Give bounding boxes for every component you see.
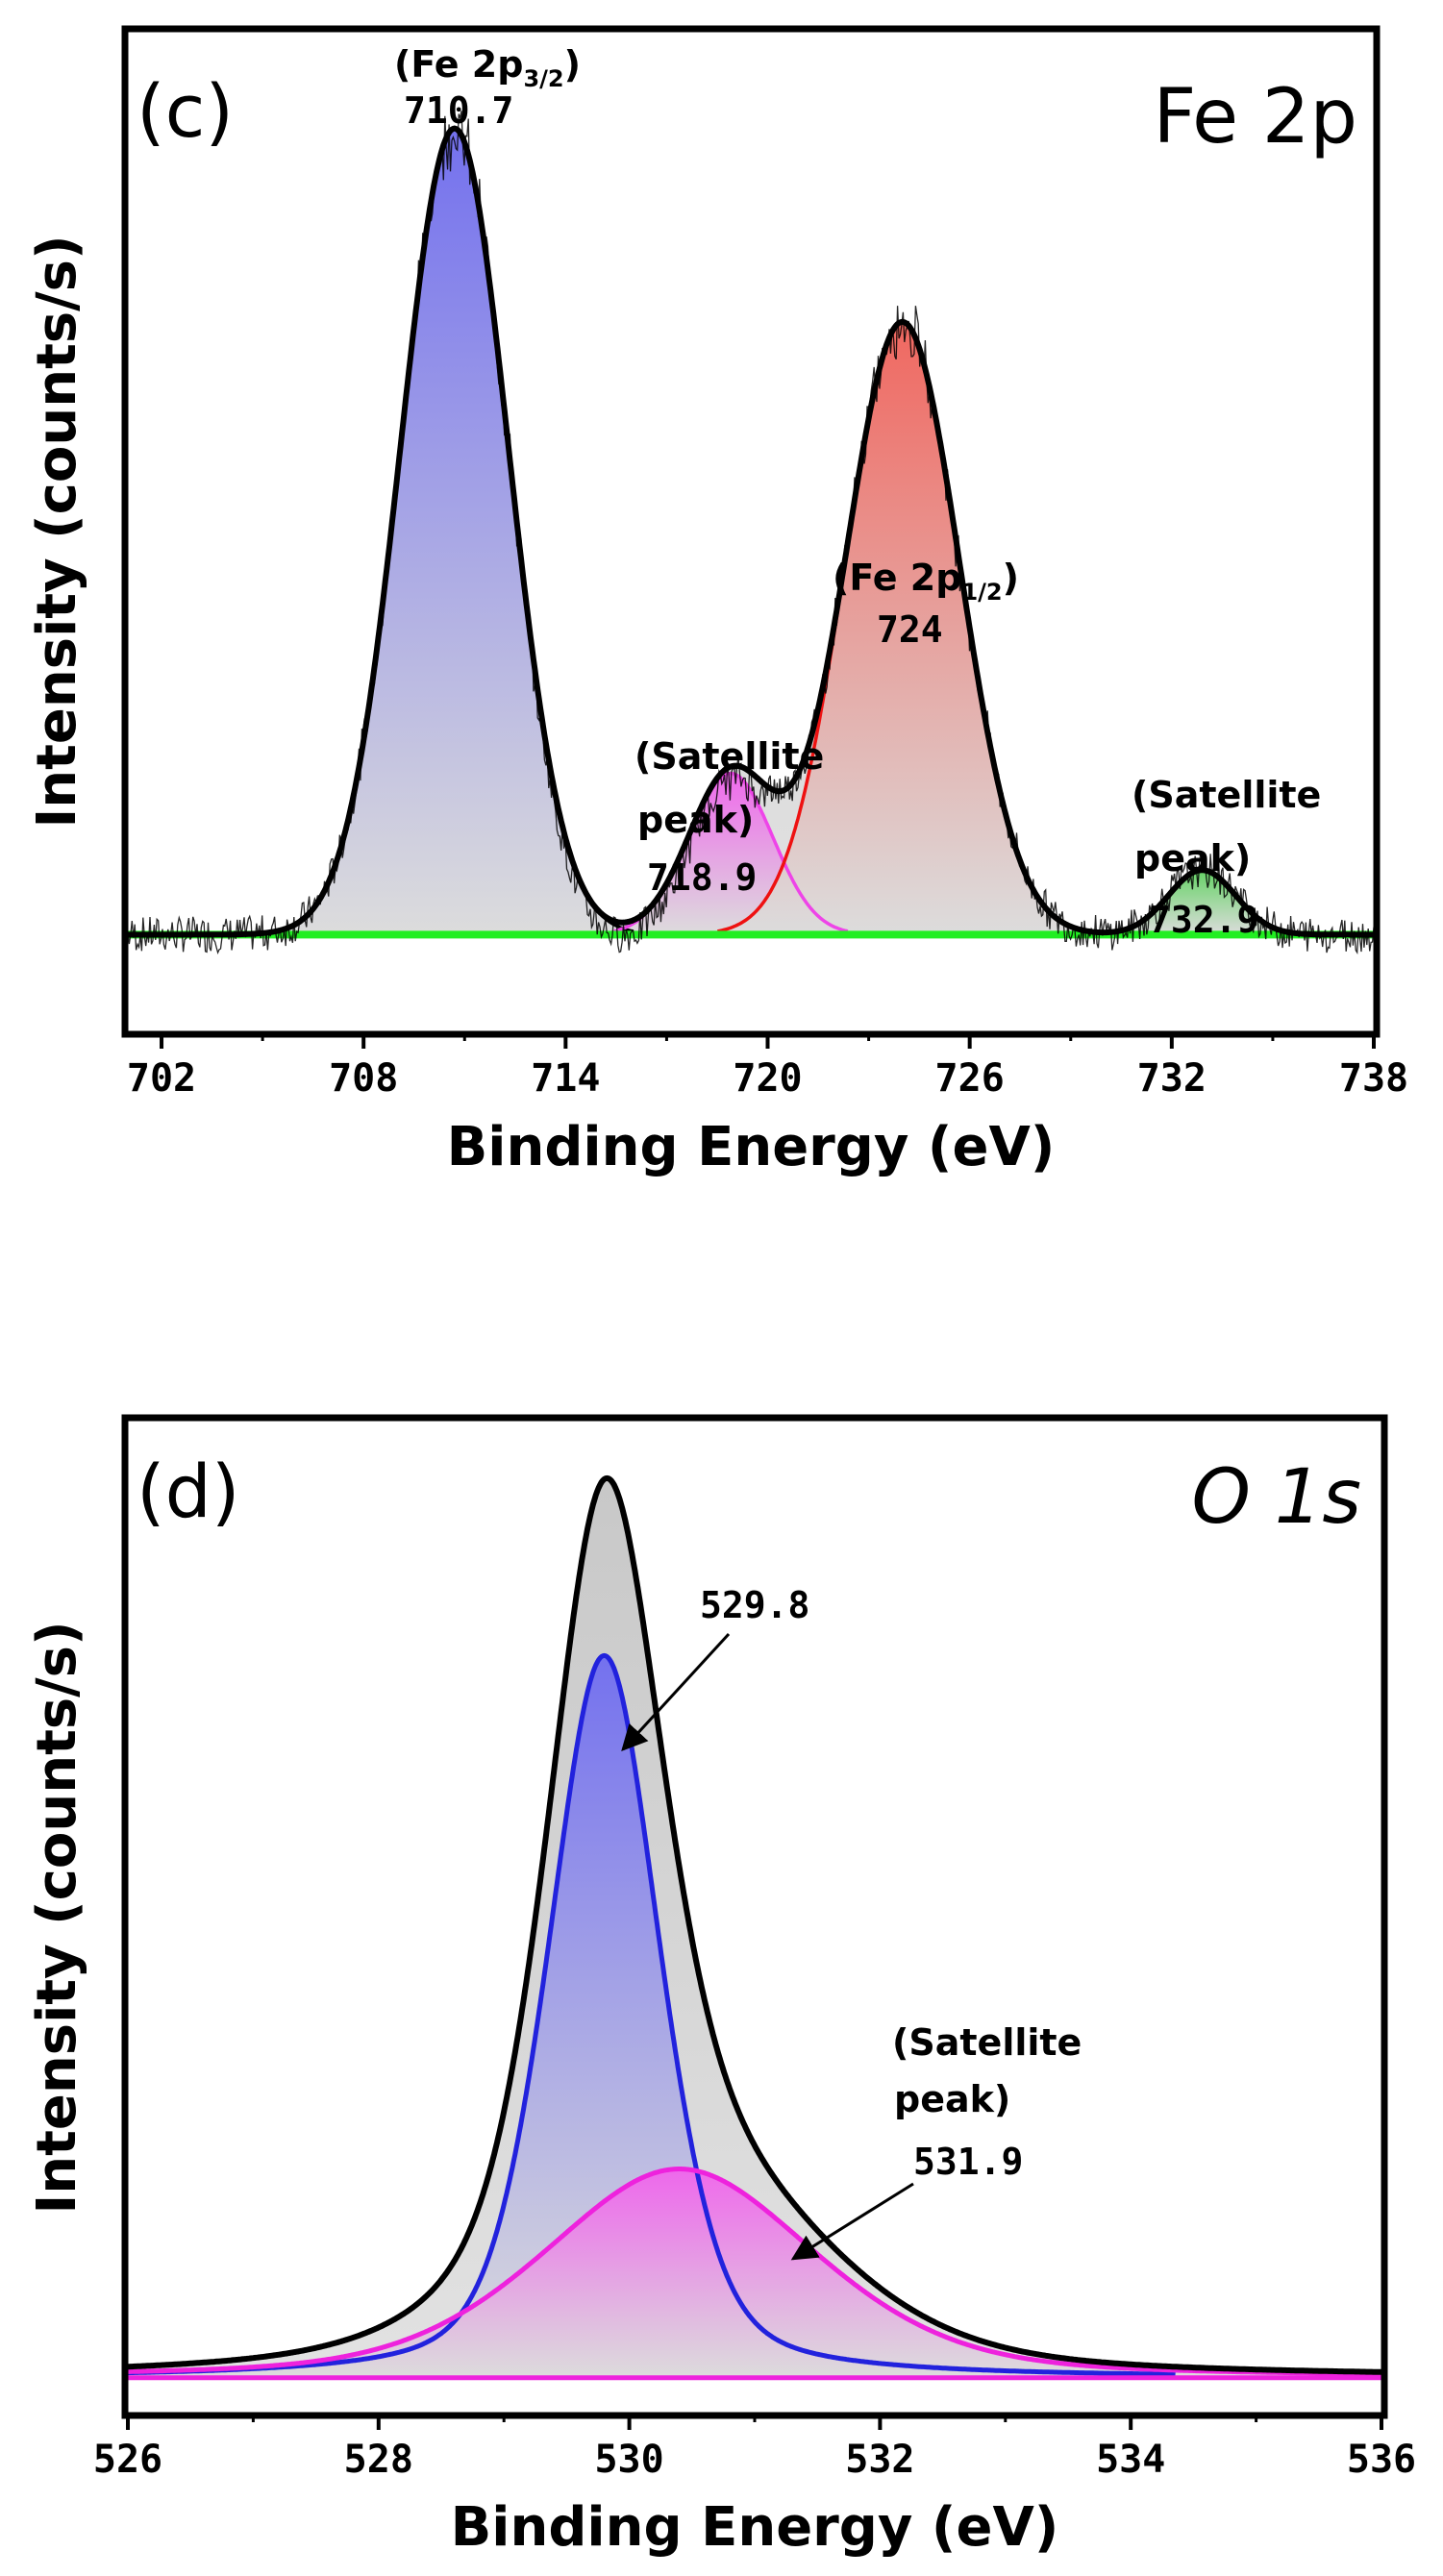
o1s-tick-label: 534: [1096, 2438, 1165, 2482]
o1s-panel-label: (d): [137, 1449, 240, 1534]
o1s-component-line-1: [128, 1652, 1176, 2377]
panel-d: 526 528 530 532 534 536 (d) O 1s Binding Ener…: [26, 1414, 1416, 2559]
fe2p-tick-label: 714: [531, 1056, 600, 1101]
fe2p12-label-sub: 1/2: [961, 579, 1002, 606]
fe2p-tick-label: 738: [1339, 1056, 1408, 1101]
fe2p-component-fill-4: [128, 870, 1374, 935]
o1s-envelope-fill: [128, 1477, 1381, 2378]
fe2p-frame: [121, 25, 1381, 1038]
fe-sat1-label-line2: peak): [637, 799, 754, 841]
o1s-sat-label-line1: (Satellite: [892, 2021, 1082, 2064]
fe2p-plot-area: [127, 111, 1375, 955]
o1s-tick-label: 532: [845, 2438, 914, 2482]
fe2p-x-ticks: 702 708 714 720 726 732 738: [127, 1031, 1408, 1101]
fe2p-tick-label: 708: [329, 1056, 398, 1101]
o1s-tick-label: 530: [594, 2438, 663, 2482]
o1s-element-label: O 1s: [1192, 1454, 1361, 1541]
fe-sat1-value: 718.9: [647, 856, 757, 899]
fe2p32-label: (Fe 2p3/2): [394, 43, 581, 92]
o1s-x-ticks: 526 528 530 532 534 536: [93, 2413, 1416, 2482]
o1s-sat-label-line2: peak): [894, 2078, 1010, 2120]
fe2p12-label-close: ): [1003, 557, 1019, 599]
fe2p-y-axis-title: Intensity (counts/s): [26, 235, 88, 828]
fe-sat2-label-line2: peak): [1134, 837, 1251, 879]
o1s-main-arrow: [621, 1632, 731, 1751]
fe-sat2-label-line1: (Satellite: [1132, 774, 1321, 816]
o1s-sat-arrow: [790, 2182, 914, 2261]
fe2p-component-fill-1: [128, 128, 1374, 935]
o1s-main-value: 529.8: [700, 1584, 809, 1626]
fe-sat1-label-line1: (Satellite: [634, 735, 824, 778]
fe2p-panel-label: (c): [137, 68, 234, 154]
panel-c: 702 708 714 720 726 732 738 (c) Fe 2p Binding …: [26, 25, 1408, 1178]
fe2p-component-fill-2: [128, 773, 1374, 935]
o1s-envelope-line: [128, 1474, 1381, 2375]
fe2p-tick-label: 720: [733, 1056, 802, 1101]
fe2p-tick-label: 732: [1137, 1056, 1207, 1101]
fe2p12-label: (Fe 2p1/2): [833, 557, 1019, 606]
fe2p-tick-label: 702: [127, 1056, 196, 1101]
fe-sat2-value: 732.9: [1149, 899, 1258, 941]
o1s-y-axis-title: Intensity (counts/s): [26, 1621, 88, 2214]
o1s-tick-label: 526: [93, 2438, 162, 2482]
o1s-x-axis-title: Binding Energy (eV): [451, 2496, 1059, 2559]
fe2p-x-axis-title: Binding Energy (eV): [447, 1116, 1056, 1178]
fe2p-element-label: Fe 2p: [1153, 74, 1357, 161]
fe2p-envelope-line: [128, 125, 1374, 938]
o1s-component-line-2: [128, 2167, 1381, 2377]
o1s-sat-value: 531.9: [913, 2141, 1023, 2183]
o1s-tick-label: 536: [1347, 2438, 1416, 2482]
fe2p32-value: 710.7: [404, 89, 513, 132]
o1s-plot-area: [128, 1474, 1381, 2381]
fe2p32-label-close: ): [564, 43, 581, 86]
fe2p12-label-main: (Fe 2p: [833, 557, 961, 599]
fe2p-tick-label: 726: [935, 1056, 1005, 1101]
fe2p32-label-sub: 3/2: [523, 65, 563, 92]
o1s-tick-label: 528: [344, 2438, 413, 2482]
fe2p32-label-main: (Fe 2p: [394, 43, 523, 86]
fe2p12-value: 724: [877, 608, 943, 651]
